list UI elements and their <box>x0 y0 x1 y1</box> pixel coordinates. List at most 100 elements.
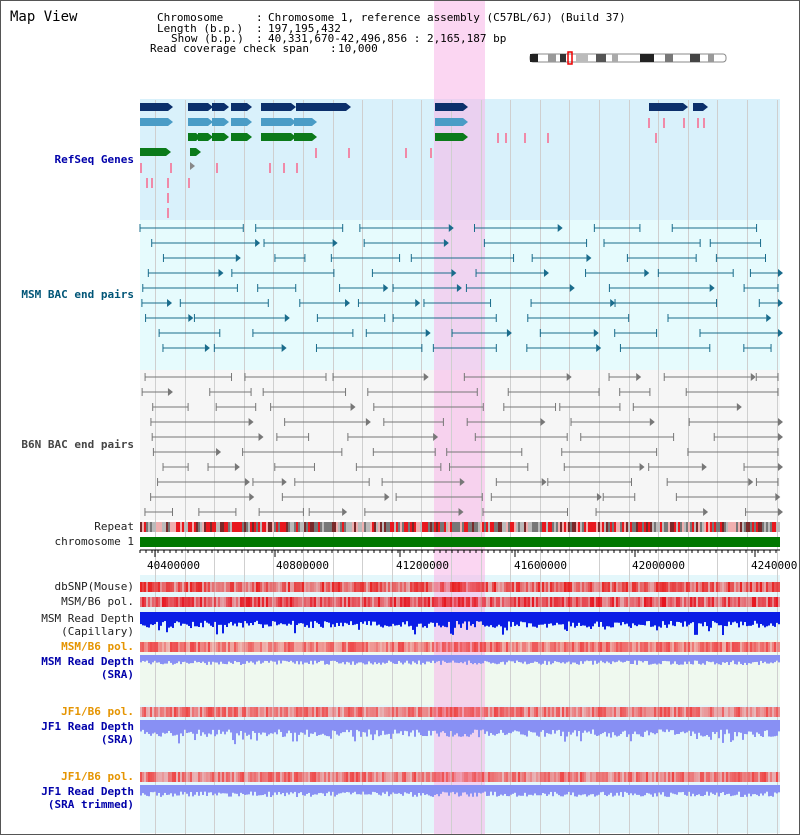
msm-sra-depth-bar <box>750 655 752 664</box>
jf1-pol-segment <box>506 707 508 717</box>
dbsnp-density-segment <box>380 582 382 592</box>
jf1-trim-depth-bar <box>672 785 674 794</box>
gene-arrow <box>247 103 252 111</box>
msm-sra-pol-segment <box>352 642 354 652</box>
msm-capillary-depth-bar <box>438 612 440 626</box>
jf1-trim-depth-bar <box>244 785 246 795</box>
msm-capillary-depth-bar <box>236 612 238 627</box>
jf1-pol-segment <box>412 707 414 717</box>
jf1-trim-depth-bar <box>364 785 366 795</box>
jf1-pol-segment <box>570 707 572 717</box>
jf1-trim-pol-segment <box>712 772 714 782</box>
msm-sra-depth-bar <box>386 655 388 663</box>
repeat-segment <box>538 522 540 532</box>
dbsnp-density-segment <box>562 582 564 592</box>
msm-capillary-depth-bar <box>238 612 240 623</box>
dbsnp-density-segment <box>448 582 450 592</box>
jf1-trim-depth-bar <box>480 785 482 794</box>
msm-sra-depth-bar <box>630 655 632 664</box>
jf1-trim-depth-bar <box>334 785 336 797</box>
msm-pol-segment <box>638 597 640 607</box>
msm-pol-segment <box>418 597 420 607</box>
jf1-trim-depth-bar <box>152 785 154 793</box>
repeat-segment <box>194 522 196 532</box>
msm-sra-depth-bar <box>298 655 300 665</box>
jf1-pol-segment <box>426 707 428 717</box>
dbsnp-density-segment <box>326 582 328 592</box>
dbsnp-density-segment <box>606 582 608 592</box>
msm-pol-segment <box>334 597 336 607</box>
dbsnp-density-segment <box>684 582 686 592</box>
msm-pol-segment <box>230 597 232 607</box>
jf1-trim-depth-bar <box>406 785 408 794</box>
msm-sra-depth-bar <box>450 655 452 663</box>
jf1-trim-depth-bar <box>320 785 322 793</box>
msm-pol-segment <box>404 597 406 607</box>
jf1-pol-segment <box>244 707 246 717</box>
msm-depth-capillary-sub: (Capillary) <box>61 625 134 638</box>
msm-sra-pol-segment <box>216 642 218 652</box>
msm-pol-segment <box>380 597 382 607</box>
jf1-pol-segment <box>636 707 638 717</box>
jf1-sra-depth-bar <box>660 720 662 730</box>
refseq-genes-label[interactable]: RefSeq Genes <box>54 153 134 166</box>
b6n-bac-arrow <box>778 418 783 426</box>
snp-mark <box>703 118 705 128</box>
jf1-pol-segment <box>332 707 334 717</box>
msm-sra-pol-segment <box>300 642 302 652</box>
dbsnp-density-segment <box>336 582 338 592</box>
msm-capillary-depth-bar <box>704 612 706 623</box>
msm-sra-depth-bar <box>500 655 502 663</box>
msm-sra-depth-bar <box>624 655 626 662</box>
repeat-segment <box>320 522 322 532</box>
jf1-trim-depth-bar <box>274 785 276 793</box>
msm-sra-pol-segment <box>742 642 744 652</box>
repeat-segment <box>358 522 360 532</box>
jf1-trim-pol-segment <box>412 772 414 782</box>
msm-sra-pol-segment <box>464 642 466 652</box>
jf1-pol-segment <box>340 707 342 717</box>
repeat-segment <box>300 522 302 532</box>
jf1-pol-segment <box>266 707 268 717</box>
msm-sra-pol-segment <box>636 642 638 652</box>
jf1-pol-segment <box>568 707 570 717</box>
jf1-trim-depth-bar <box>768 785 770 797</box>
jf1-trim-depth-bar <box>544 785 546 794</box>
repeat-segment <box>688 522 690 532</box>
repeat-segment <box>480 522 482 532</box>
jf1-pol-segment <box>734 707 736 717</box>
msm-pol-segment <box>474 597 476 607</box>
msm-sra-pol-segment <box>534 642 536 652</box>
repeat-segment <box>158 522 160 532</box>
msm-sra-pol-segment <box>356 642 358 652</box>
msm-sra-depth-bar <box>558 655 560 663</box>
b6n-bac-arrow <box>541 478 547 486</box>
msm-sra-pol-segment <box>500 642 502 652</box>
msm-bac-label[interactable]: MSM BAC end pairs <box>21 288 134 301</box>
repeat-segment <box>656 522 658 532</box>
dbsnp-density-segment <box>638 582 640 592</box>
jf1-pol-segment <box>174 707 176 717</box>
msm-sra-depth-bar <box>552 655 554 664</box>
jf1-trim-pol-segment <box>544 772 546 782</box>
dbsnp-density-segment <box>514 582 516 592</box>
b6n-bac-arrow <box>778 463 783 471</box>
b6n-bac-label[interactable]: B6N BAC end pairs <box>21 438 134 451</box>
repeat-segment <box>144 522 146 532</box>
msm-capillary-depth-bar <box>410 612 412 626</box>
msm-sra-pol-segment <box>302 642 304 652</box>
jf1-trim-pol-segment <box>360 772 362 782</box>
jf1-trim-pol-segment <box>326 772 328 782</box>
msm-pol-segment <box>624 597 626 607</box>
jf1-trim-depth-bar <box>708 785 710 796</box>
jf1-sra-depth-bar <box>234 720 236 745</box>
gene-exon-block <box>212 133 224 141</box>
msm-sra-depth-bar <box>742 655 744 665</box>
msm-capillary-depth-bar <box>318 612 320 625</box>
msm-capillary-depth-bar <box>200 612 202 623</box>
jf1-pol-segment <box>752 707 754 717</box>
msm-sra-depth-bar <box>210 655 212 665</box>
msm-sra-pol-segment <box>156 642 158 652</box>
jf1-pol-segment <box>422 707 424 717</box>
